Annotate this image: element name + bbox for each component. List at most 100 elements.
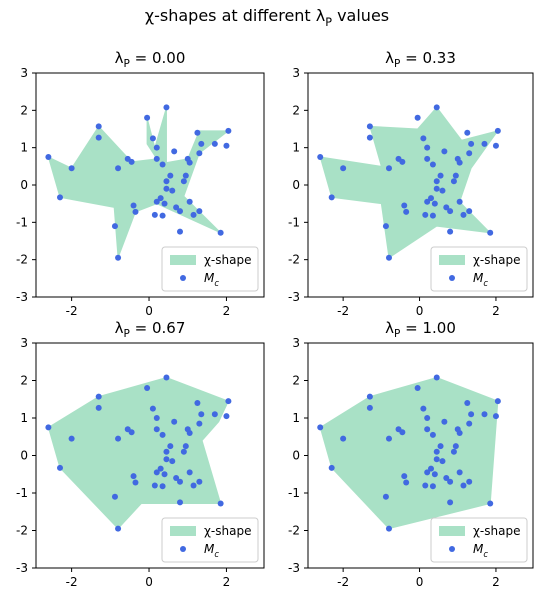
x-tick-label: 2: [492, 304, 500, 318]
point: [447, 228, 454, 235]
y-tick-label: 0: [20, 448, 28, 462]
point: [481, 411, 488, 418]
point: [456, 159, 463, 166]
y-tick-label: -1: [16, 486, 28, 500]
y-tick-label: 3: [20, 66, 28, 80]
point: [157, 195, 164, 202]
legend-marker: [180, 275, 186, 281]
point: [171, 148, 178, 155]
point: [447, 208, 454, 215]
point: [153, 415, 160, 421]
point: [149, 405, 156, 412]
point: [443, 475, 450, 481]
point: [340, 435, 347, 442]
y-tick-label: -1: [16, 215, 28, 229]
y-tick-label: -2: [288, 252, 300, 266]
point: [182, 443, 189, 450]
point: [366, 123, 373, 130]
subplot: λP = 1.00 -2 0 2 -3 -2 -1 0 1 2 3 χ-shape Mc: [288, 319, 534, 589]
point: [95, 123, 102, 130]
point: [163, 104, 170, 111]
point: [95, 134, 102, 141]
point: [211, 140, 218, 147]
point: [366, 134, 373, 141]
y-tick-label: -1: [288, 486, 300, 500]
point: [466, 208, 473, 215]
point: [433, 456, 440, 463]
point: [424, 144, 431, 151]
point: [130, 202, 137, 209]
subplot-title: λP = 0.67: [115, 319, 186, 341]
point: [151, 211, 158, 218]
point: [196, 150, 203, 157]
point: [456, 469, 463, 476]
figure-title: χ-shapes at different λP values: [145, 6, 389, 29]
point: [186, 469, 193, 476]
point: [57, 194, 63, 201]
point: [186, 430, 193, 436]
subplot: λP = 0.00 -2 0 2 -3 -2 -1 0 1 2 3 χ-shape Mc: [16, 49, 265, 318]
point: [424, 198, 431, 205]
y-tick-label: 3: [20, 336, 28, 350]
point: [492, 142, 499, 149]
point: [414, 114, 421, 121]
point: [186, 159, 193, 166]
point: [481, 140, 488, 147]
y-tick-label: 0: [292, 448, 300, 462]
point: [190, 482, 197, 489]
y-tick-label: 1: [292, 140, 300, 154]
point: [153, 155, 160, 162]
point: [429, 431, 436, 438]
point: [180, 448, 187, 455]
point: [144, 114, 151, 121]
point: [115, 435, 122, 442]
point: [428, 195, 435, 202]
point: [217, 500, 224, 507]
legend-swatch: [170, 526, 196, 536]
point: [149, 135, 156, 142]
point: [433, 104, 440, 111]
point: [366, 393, 373, 400]
y-tick-label: -3: [288, 290, 300, 304]
point: [153, 144, 160, 151]
point: [424, 426, 431, 433]
point: [130, 473, 137, 480]
point: [217, 229, 224, 236]
point: [198, 411, 205, 418]
legend-marker: [180, 546, 186, 552]
point: [437, 443, 444, 450]
point: [159, 483, 166, 490]
x-tick-label: 0: [145, 575, 153, 589]
legend-label: Mc: [204, 542, 219, 559]
subplot-title: λP = 0.00: [115, 49, 186, 71]
point: [163, 178, 170, 185]
chi-shape: [47, 376, 230, 530]
point: [414, 385, 421, 391]
point: [468, 140, 475, 147]
y-tick-label: 2: [292, 103, 300, 117]
point: [159, 431, 166, 438]
subplot: λP = 0.67 -2 0 2 -3 -2 -1 0 1 2 3 χ-shape Mc: [16, 319, 265, 589]
subplot: λP = 0.33 -2 0 2 -3 -2 -1 0 1 2 3 χ-shape Mc: [288, 49, 534, 318]
point: [464, 400, 471, 406]
y-tick-label: -3: [16, 290, 28, 304]
chi-shape: [319, 106, 500, 259]
point: [443, 204, 450, 211]
point: [460, 482, 467, 489]
point: [68, 435, 75, 442]
legend-marker: [449, 275, 455, 281]
point: [144, 385, 151, 391]
legend-label: Mc: [473, 271, 488, 288]
y-tick-label: 3: [292, 66, 300, 80]
legend-swatch: [170, 255, 196, 265]
point: [420, 405, 427, 412]
point: [422, 482, 429, 489]
point: [366, 404, 373, 411]
point: [433, 374, 440, 381]
point: [328, 464, 335, 471]
legend-label: χ-shape: [204, 524, 251, 538]
point: [225, 398, 232, 405]
point: [198, 140, 205, 147]
point: [433, 178, 440, 185]
point: [163, 448, 170, 455]
